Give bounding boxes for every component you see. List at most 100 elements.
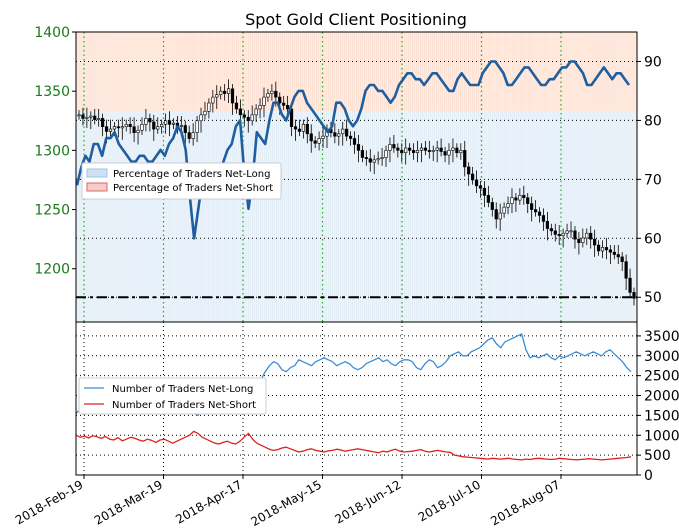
candle-body bbox=[199, 114, 203, 122]
candle-body bbox=[490, 202, 494, 210]
candle-body bbox=[502, 206, 506, 214]
candle-body bbox=[356, 144, 361, 151]
legend-top-box bbox=[81, 162, 282, 200]
candle-body bbox=[604, 247, 609, 251]
chart-title: Spot Gold Client Positioning bbox=[245, 10, 467, 29]
candle-body bbox=[455, 147, 459, 154]
candle-body bbox=[447, 150, 451, 156]
candle-body bbox=[530, 203, 534, 210]
candle-body bbox=[439, 147, 443, 152]
candle-body bbox=[183, 125, 187, 133]
candle-body bbox=[112, 126, 117, 130]
candle-body bbox=[250, 114, 254, 122]
candle-body bbox=[537, 211, 542, 216]
candle-body bbox=[152, 121, 156, 130]
count-tick-label: 3500 bbox=[644, 329, 679, 345]
candle-body bbox=[364, 157, 368, 159]
candle-body bbox=[486, 195, 490, 203]
candle-body bbox=[238, 108, 242, 116]
price-tick-label: 1250 bbox=[34, 203, 70, 219]
date-tick-label: 2018-Mar-19 bbox=[92, 477, 165, 527]
net-long-zone bbox=[76, 111, 637, 322]
candle-body bbox=[616, 254, 620, 258]
candle-body bbox=[136, 129, 140, 133]
candle-body bbox=[459, 150, 463, 154]
candle-body bbox=[187, 132, 191, 139]
candle-body bbox=[345, 128, 349, 137]
count-tick-label: 1000 bbox=[644, 428, 679, 444]
percentage-tick-label: 80 bbox=[644, 113, 662, 129]
percentage-tick-label: 60 bbox=[644, 231, 662, 247]
candle-body bbox=[223, 90, 227, 94]
candle-body bbox=[286, 105, 290, 110]
candle-body bbox=[148, 118, 152, 123]
legend-net-short-label: Percentage of Traders Net-Short bbox=[113, 183, 273, 194]
candle-body bbox=[156, 126, 160, 130]
candle-body bbox=[404, 147, 408, 154]
date-tick-label: 2018-Jun-12 bbox=[333, 477, 404, 526]
candle-body bbox=[415, 150, 420, 154]
candle-body bbox=[352, 138, 357, 145]
candle-body bbox=[97, 118, 101, 120]
legend-bottom-box bbox=[78, 377, 267, 415]
candle-body bbox=[372, 159, 376, 163]
count-tick-label: 2000 bbox=[644, 389, 679, 405]
legend-net-long-swatch bbox=[86, 168, 108, 178]
candle-body bbox=[297, 128, 302, 132]
candle-body bbox=[246, 116, 250, 122]
date-tick-label: 2018-Aug-07 bbox=[488, 477, 562, 528]
date-tick-label: 2018-Feb-19 bbox=[13, 477, 86, 527]
legend-net-long-label: Percentage of Traders Net-Long bbox=[113, 169, 271, 180]
date-tick-label: 2018-Jul-10 bbox=[416, 477, 483, 524]
candle-body bbox=[85, 116, 89, 119]
candle-body bbox=[624, 261, 628, 279]
bottom-panel-frame bbox=[75, 321, 638, 476]
candle-body bbox=[596, 244, 601, 252]
candle-body bbox=[577, 238, 581, 243]
percentage-axis-ticks: 50 60 70 80 90 bbox=[637, 54, 662, 306]
count-tick-label: 500 bbox=[644, 448, 671, 464]
candle-body bbox=[211, 96, 215, 104]
candle-body bbox=[93, 115, 97, 120]
candle-body bbox=[514, 197, 518, 201]
price-axis-ticks: 1200 1250 1300 1350 1400 bbox=[34, 25, 76, 278]
candle-body bbox=[368, 158, 372, 163]
candle-body bbox=[254, 108, 258, 116]
candle-body bbox=[337, 133, 341, 137]
candle-body bbox=[392, 144, 396, 149]
candle-body bbox=[301, 124, 305, 132]
candle-body bbox=[124, 124, 128, 127]
count-tick-label: 0 bbox=[644, 468, 653, 484]
price-tick-label: 1400 bbox=[34, 25, 70, 41]
candle-body bbox=[443, 151, 447, 156]
candle-body bbox=[526, 197, 530, 204]
candle-body bbox=[463, 150, 467, 168]
candle-body bbox=[431, 150, 435, 152]
candle-body bbox=[282, 102, 286, 106]
candle-body bbox=[419, 147, 424, 151]
candle-body bbox=[116, 126, 120, 129]
candle-body bbox=[293, 126, 298, 130]
candle-body bbox=[498, 212, 502, 220]
candle-body bbox=[171, 122, 176, 125]
date-tick-label: 2018-May-15 bbox=[249, 477, 324, 529]
candle-body bbox=[191, 132, 195, 139]
candle-body bbox=[471, 173, 475, 181]
legend-top: Percentage of Traders Net-Long Percentag… bbox=[81, 162, 282, 200]
candle-body bbox=[230, 88, 235, 104]
candle-body bbox=[467, 166, 471, 175]
candle-body bbox=[289, 108, 294, 127]
candle-body bbox=[427, 150, 431, 152]
count-tick-label: 1500 bbox=[644, 408, 679, 424]
candle-body bbox=[376, 158, 380, 161]
candle-body bbox=[549, 228, 553, 232]
candle-body bbox=[341, 128, 345, 135]
price-candles bbox=[77, 79, 636, 306]
candle-body bbox=[474, 179, 479, 187]
candle-body bbox=[215, 94, 219, 98]
candle-body bbox=[120, 126, 124, 129]
legend-net-short-swatch bbox=[86, 182, 108, 192]
candle-body bbox=[360, 150, 365, 158]
percentage-tick-label: 70 bbox=[644, 172, 662, 188]
